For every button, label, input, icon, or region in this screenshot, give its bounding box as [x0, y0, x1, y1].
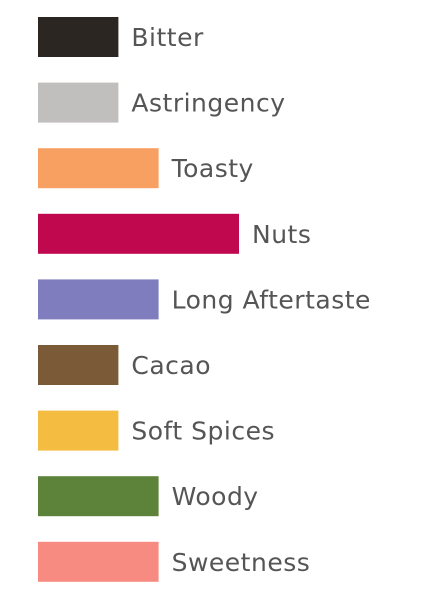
bar-label: Cacao [131, 351, 211, 380]
bar [38, 17, 119, 57]
bar [38, 279, 159, 320]
bar [38, 410, 119, 451]
bar-label: Soft Spices [131, 417, 275, 446]
bar-label: Woody [172, 482, 259, 511]
bar-label: Bitter [131, 23, 204, 52]
bar-label: Astringency [131, 89, 285, 118]
bar-label: Nuts [252, 220, 311, 249]
bar [38, 541, 159, 582]
bar-label: Long Aftertaste [172, 285, 371, 314]
bar [38, 213, 239, 254]
bar [38, 82, 119, 123]
bar [38, 345, 119, 385]
bar-label: Sweetness [172, 548, 311, 577]
bar-label: Toasty [171, 154, 254, 183]
bar [38, 148, 159, 189]
bar [38, 476, 159, 517]
